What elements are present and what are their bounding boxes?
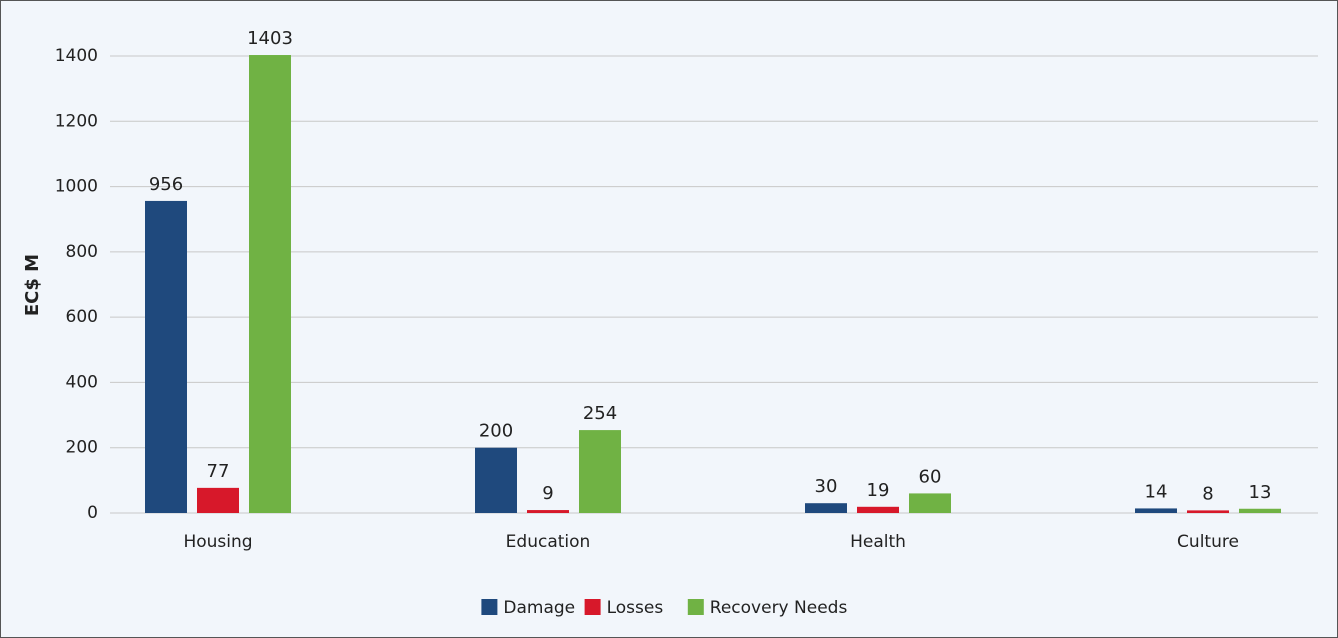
legend-swatch (584, 599, 601, 615)
data-label: 200 (479, 421, 513, 442)
data-label: 8 (1202, 483, 1213, 504)
y-tick-label: 1000 (55, 177, 98, 197)
bar (1187, 510, 1229, 513)
y-tick-label: 1400 (55, 46, 98, 66)
data-label: 956 (149, 174, 183, 195)
legend-swatch (481, 599, 498, 615)
x-tick-label: Health (850, 532, 906, 552)
bar (805, 503, 847, 513)
data-label: 77 (207, 461, 230, 482)
data-label: 1403 (247, 28, 293, 49)
legend-label: Losses (607, 598, 664, 618)
y-axis-title: EC$ M (22, 254, 43, 316)
legend-label: Recovery Needs (710, 598, 848, 618)
x-tick-label: Housing (183, 532, 252, 552)
bar (527, 510, 569, 513)
bar (475, 447, 517, 513)
bar (249, 55, 291, 513)
bar (909, 493, 951, 513)
data-label: 14 (1145, 481, 1168, 502)
y-tick-label: 1200 (55, 111, 98, 131)
bar (857, 506, 899, 513)
y-tick-label: 200 (66, 438, 98, 458)
y-tick-label: 400 (66, 372, 98, 392)
legend-swatch (687, 599, 704, 615)
bar (1239, 508, 1281, 513)
legend-label: Damage (503, 598, 575, 618)
x-tick-label: Education (506, 532, 591, 552)
bar (145, 200, 187, 514)
data-label: 60 (919, 466, 942, 487)
y-tick-label: 0 (87, 503, 98, 523)
bar (1135, 508, 1177, 513)
data-label: 13 (1249, 482, 1272, 503)
bar (579, 430, 621, 513)
y-tick-label: 600 (66, 307, 98, 327)
y-tick-label: 800 (66, 242, 98, 262)
data-label: 30 (815, 476, 838, 497)
x-tick-label: Culture (1177, 532, 1239, 552)
bar (197, 487, 239, 513)
data-label: 19 (867, 480, 890, 501)
data-label: 9 (542, 483, 553, 504)
data-label: 254 (583, 403, 617, 424)
